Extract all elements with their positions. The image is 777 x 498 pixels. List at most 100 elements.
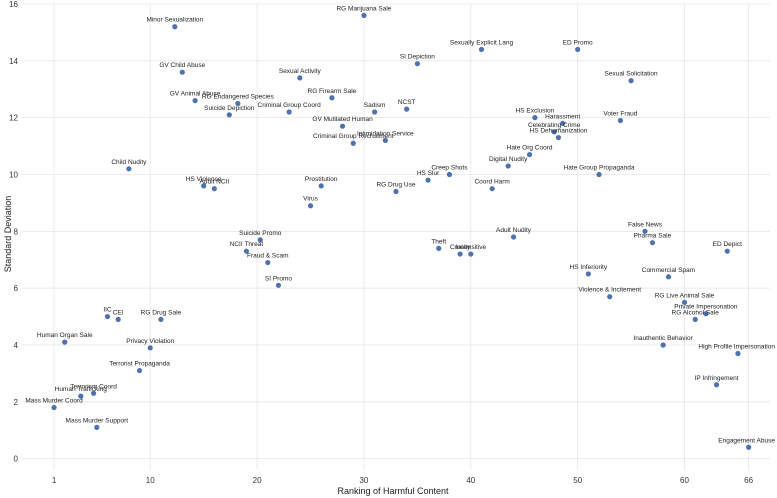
label-sexually-explicit-lang: Sexually Explicit Lang [450, 39, 514, 46]
x-tick-label: 30 [359, 476, 368, 485]
point-suicide-promo [257, 237, 263, 243]
label-criminal-group-coord: Criminal Group Coord [258, 102, 322, 109]
label-terrorist-propaganda: Terrorist Propaganda [109, 361, 170, 368]
label-si-promo: SI Promo [265, 275, 292, 282]
label-sexual-solicitation: Sexual Solicitation [605, 71, 658, 78]
y-tick-label: 10 [9, 170, 18, 179]
point-iic [104, 313, 111, 320]
label-insensitive: Insensitive [455, 244, 486, 251]
point-cei [115, 316, 121, 323]
point-digital-nudity [505, 163, 511, 169]
label-ncst: NCST [398, 99, 416, 106]
x-axis-label: Ranking of Harmful Content [337, 486, 449, 496]
data-points [51, 12, 752, 450]
point-harassment [560, 120, 566, 126]
point-adult-ncii [211, 186, 217, 192]
point-labels: RG Marijuana Sale Minor Sexualization ED P… [25, 5, 775, 444]
label-mass-murder-support: Mass Murder Support [66, 417, 129, 424]
point-intimidation-service [382, 137, 388, 143]
point-terrorist-propaganda [136, 367, 143, 374]
label-coord-harm: Coord Harm [474, 179, 509, 186]
point-gv-mutilated-human [339, 123, 346, 129]
point-suicide-depiction [226, 112, 232, 118]
label-sadism: Sadism [364, 102, 386, 109]
label-inauthentic-behavior: Inauthentic Behavior [634, 335, 694, 342]
y-tick-label: 16 [9, 0, 18, 9]
label-rg-alcohol-sale: RG Alcohol Sale [672, 309, 720, 316]
label-human-trafficking: Human Trafficking [55, 386, 108, 393]
label-terrorism-coord: Terrorism Coord [70, 383, 117, 390]
label-suicide-depiction: Suicide Depiction [204, 105, 255, 112]
label-mass-murder-coord: Mass Murder Coord [25, 397, 83, 404]
y-tick-label: 14 [9, 57, 18, 66]
point-human-organ-sale [62, 339, 68, 345]
label-hate-group-propaganda: Hate Group Propaganda [564, 164, 635, 171]
point-violence-and-incitement [607, 294, 613, 300]
point-sexual-solicitation [628, 78, 634, 84]
point-theft [436, 245, 442, 251]
label-minor-sexualization: Minor Sexualization [146, 17, 203, 24]
label-engagement-abuse: Engagement Abuse [718, 437, 775, 444]
point-si-promo [275, 282, 282, 288]
point-ncii-threat [243, 248, 249, 254]
label-human-organ-sale: Human Organ Sale [37, 332, 93, 339]
label-rg-marijuana-sale: RG Marijuana Sale [336, 5, 391, 12]
point-minor-sexualization [172, 24, 178, 30]
point-high-profile-impersonation [735, 350, 741, 357]
label-false-news: False News [628, 221, 663, 228]
point-sexually-explicit-lang [478, 46, 485, 53]
label-rg-live-animal-sale: RG Live Animal Sale [655, 292, 715, 299]
label-adult-nudity: Adult Nudity [496, 227, 532, 234]
label-cruelty: Cruelty [450, 244, 471, 251]
point-engagement-abuse [746, 444, 752, 450]
point-child-nudity [126, 166, 132, 172]
point-mass-murder-coord [51, 404, 57, 411]
label-virus: Virus [303, 196, 318, 203]
label-hs-slur: HS Slur [417, 170, 440, 177]
point-hs-dehumanization [555, 134, 562, 141]
point-hs-exclusion [532, 115, 538, 121]
y-tick-label: 0 [14, 455, 19, 464]
x-tick-label: 40 [466, 476, 475, 485]
point-fraud-and-scam [265, 259, 271, 266]
x-tick-label: 66 [744, 476, 753, 485]
point-mass-murder-support [94, 424, 100, 430]
point-rg-drug-use [393, 188, 399, 195]
label-gv-animal-abuse: GV Animal Abuse [170, 91, 221, 98]
label-harassment: Harassment [545, 113, 580, 120]
label-creep-shots: Creep Shots [431, 164, 468, 171]
point-ed-depict [724, 248, 730, 254]
point-pharma-sale [649, 240, 656, 246]
point-commercial-spam [665, 274, 672, 280]
label-adult-ncii: Adult NCII [200, 179, 230, 186]
point-rg-endangered-species [235, 100, 241, 107]
x-tick-label: 60 [680, 476, 689, 485]
point-rg-marijuana-sale [361, 12, 367, 18]
point-ed-promo [575, 46, 581, 53]
point-ip-infringement [713, 382, 720, 388]
label-gv-mutilated-human: GV Mutilated Human [312, 116, 373, 123]
point-ncst [404, 106, 410, 112]
point-rg-alcohol-sale [692, 316, 698, 323]
label-commercial-spam: Commercial Spam [642, 267, 695, 274]
label-criminal-group-recruitment: Criminal Group Recruitment [313, 133, 394, 140]
point-gv-child-abuse [179, 69, 185, 75]
point-criminal-group-recruitment [350, 140, 356, 146]
point-rg-live-animal-sale [681, 299, 688, 305]
point-human-trafficking [78, 393, 84, 399]
label-rg-endangered-species: RG Endangered Species [202, 93, 275, 100]
label-hs-violence: HS Violence [186, 176, 222, 183]
label-fraud-and-scam: Fraud & Scam [247, 253, 289, 260]
y-tick-label: 12 [9, 114, 18, 123]
point-terrorism-coord [90, 390, 97, 396]
label-violence-and-incitement: Violence & Incitement [578, 287, 641, 294]
label-ip-infringement: IP Infringement [695, 375, 739, 382]
point-cruelty [457, 251, 463, 257]
point-inauthentic-behavior [660, 342, 666, 348]
label-rg-drug-use: RG Drug Use [376, 182, 415, 189]
label-si-depiction: SI Depiction [400, 54, 435, 61]
label-suicide-promo: Suicide Promo [239, 230, 282, 237]
label-ed-promo: ED Promo [563, 39, 593, 46]
point-gv-animal-abuse [192, 98, 198, 104]
